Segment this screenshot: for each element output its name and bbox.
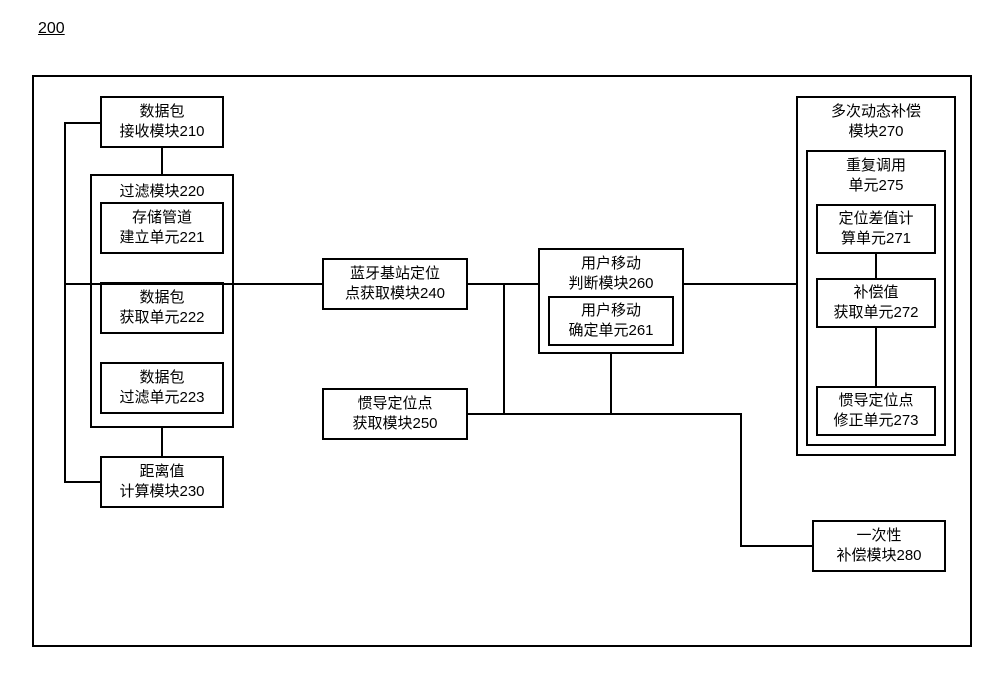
node-240: 蓝牙基站定位 点获取模块240 xyxy=(322,258,468,310)
node-275-title-line2: 单元275 xyxy=(848,177,903,194)
node-273: 惯导定位点 修正单元273 xyxy=(816,386,936,436)
node-240-line2: 点获取模块240 xyxy=(345,284,445,304)
node-250-line1: 惯导定位点 xyxy=(357,394,432,414)
node-221: 存储管道 建立单元221 xyxy=(100,202,224,254)
edge xyxy=(503,413,612,415)
node-273-line1: 惯导定位点 xyxy=(838,391,913,411)
node-272-line1: 补偿值 xyxy=(853,283,898,303)
node-222-line2: 获取单元222 xyxy=(119,308,204,328)
node-210-line1: 数据包 xyxy=(139,102,184,122)
edge xyxy=(610,413,742,415)
edge xyxy=(684,283,796,285)
edge xyxy=(64,122,66,482)
node-275-title-line1: 重复调用 xyxy=(846,157,906,174)
node-210: 数据包 接收模块210 xyxy=(100,96,224,148)
node-222: 数据包 获取单元222 xyxy=(100,282,224,334)
edge xyxy=(468,413,505,415)
node-271: 定位差值计 算单元271 xyxy=(816,204,936,254)
node-220-title: 过滤模块220 xyxy=(92,176,232,202)
node-271-line2: 算单元271 xyxy=(841,229,911,249)
figure-label: 200 xyxy=(38,20,65,38)
node-270-title-line1: 多次动态补偿 xyxy=(831,103,921,120)
node-223: 数据包 过滤单元223 xyxy=(100,362,224,414)
edge xyxy=(161,148,163,174)
node-221-line1: 存储管道 xyxy=(132,208,192,228)
node-271-line1: 定位差值计 xyxy=(838,209,913,229)
node-240-line1: 蓝牙基站定位 xyxy=(350,264,440,284)
node-221-line2: 建立单元221 xyxy=(119,228,204,248)
edge xyxy=(875,254,877,278)
node-280-line2: 补偿模块280 xyxy=(836,546,921,566)
node-260-title: 用户移动 判断模块260 xyxy=(540,250,682,295)
edge xyxy=(64,481,100,483)
edge xyxy=(875,328,877,386)
edge xyxy=(740,414,742,546)
node-280: 一次性 补偿模块280 xyxy=(812,520,946,572)
node-230-line1: 距离值 xyxy=(139,462,184,482)
node-223-line1: 数据包 xyxy=(139,368,184,388)
edge xyxy=(503,284,505,414)
node-280-line1: 一次性 xyxy=(856,526,901,546)
node-230-line2: 计算模块230 xyxy=(119,482,204,502)
node-210-line2: 接收模块210 xyxy=(119,122,204,142)
node-275-title: 重复调用 单元275 xyxy=(808,152,944,197)
edge xyxy=(64,122,100,124)
edge xyxy=(161,428,163,456)
node-250-line2: 获取模块250 xyxy=(352,414,437,434)
node-260-title-line2: 判断模块260 xyxy=(568,275,653,292)
node-261-line1: 用户移动 xyxy=(581,301,641,321)
node-273-line2: 修正单元273 xyxy=(833,411,918,431)
node-223-line2: 过滤单元223 xyxy=(119,388,204,408)
node-272: 补偿值 获取单元272 xyxy=(816,278,936,328)
edge xyxy=(740,545,812,547)
edge xyxy=(610,354,612,414)
node-272-line2: 获取单元272 xyxy=(833,303,918,323)
node-270-title: 多次动态补偿 模块270 xyxy=(798,98,954,143)
node-261-line2: 确定单元261 xyxy=(568,321,653,341)
node-270-title-line2: 模块270 xyxy=(848,123,903,140)
node-250: 惯导定位点 获取模块250 xyxy=(322,388,468,440)
node-261: 用户移动 确定单元261 xyxy=(548,296,674,346)
node-260-title-line1: 用户移动 xyxy=(581,255,641,272)
node-230: 距离值 计算模块230 xyxy=(100,456,224,508)
node-222-line1: 数据包 xyxy=(139,288,184,308)
edge xyxy=(64,283,322,285)
